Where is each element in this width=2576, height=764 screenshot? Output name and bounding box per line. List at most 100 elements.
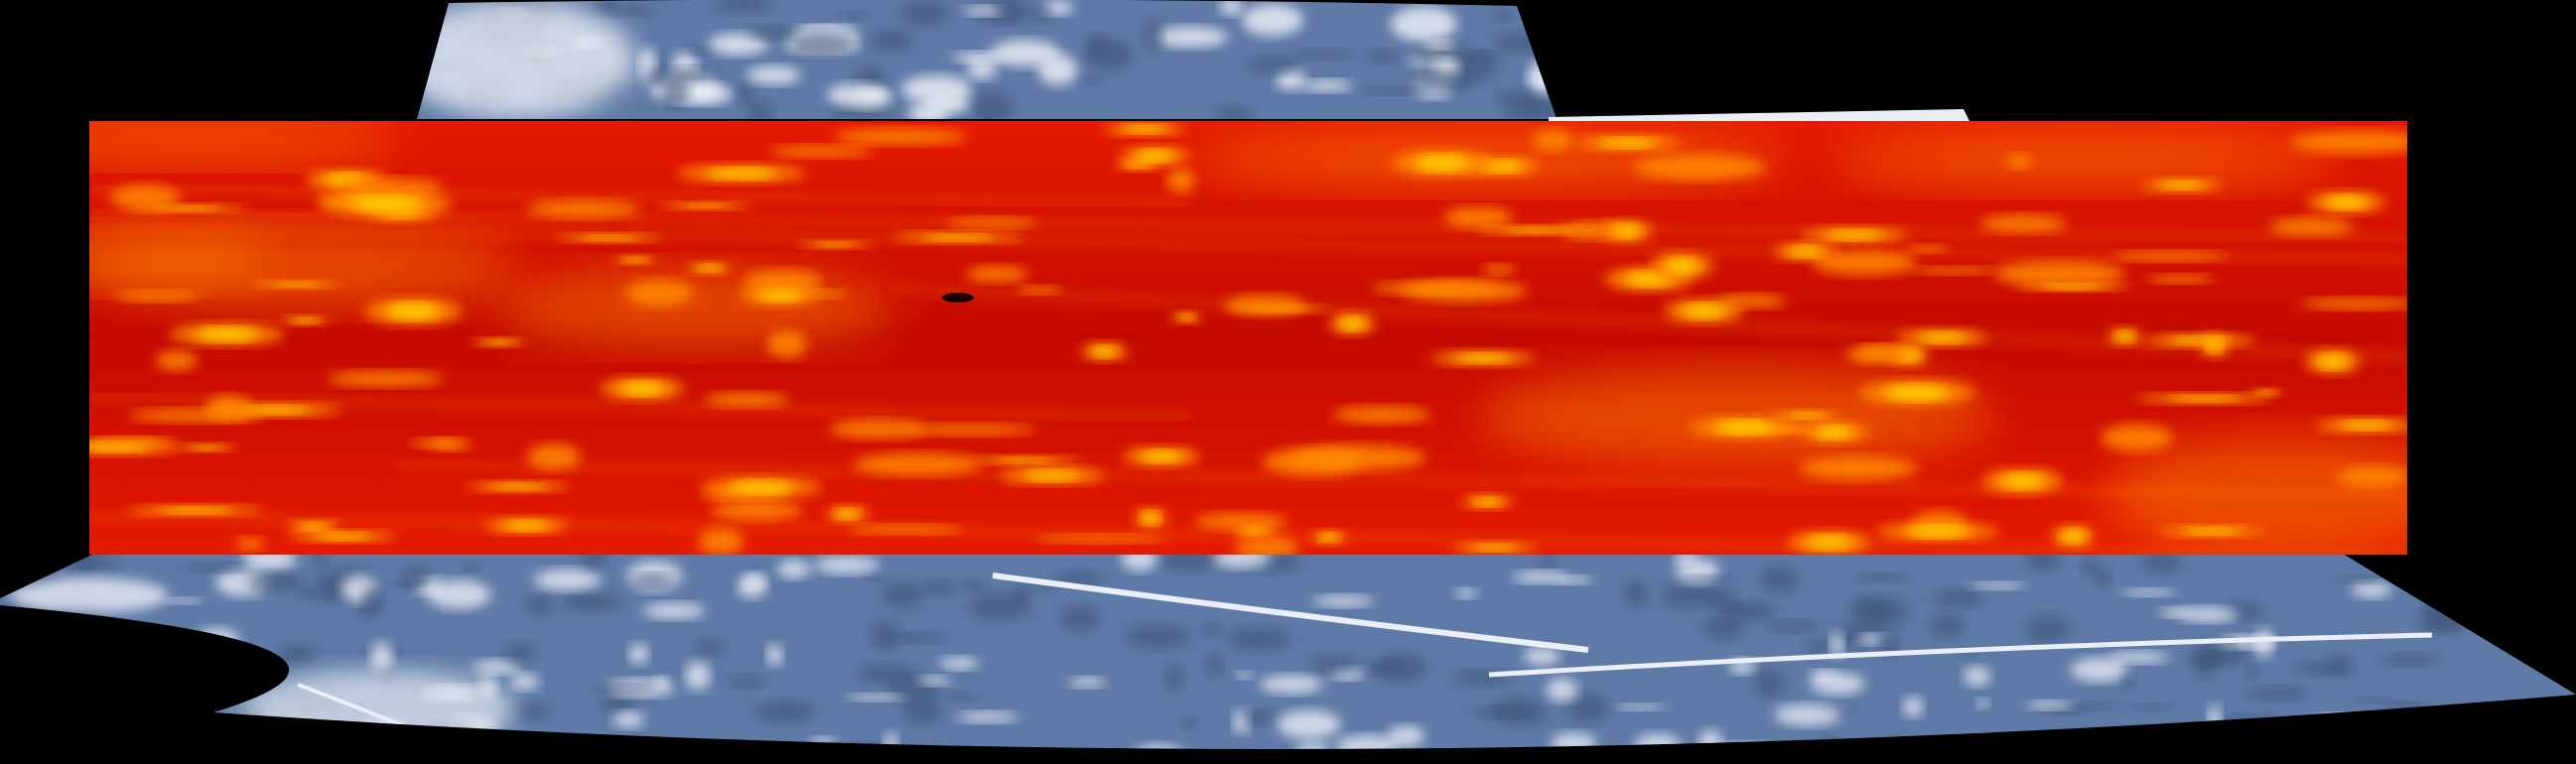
texture-patch (2405, 715, 2433, 725)
texture-patch (1495, 89, 1517, 104)
texture-patch (727, 675, 766, 689)
texture-patch (1332, 406, 1431, 424)
texture-patch (157, 507, 233, 514)
texture-patch (744, 270, 823, 292)
texture-patch (1028, 585, 1054, 593)
texture-patch (2145, 274, 2216, 284)
texture-patch (1845, 345, 1911, 364)
texture-patch (1194, 512, 1288, 531)
texture-patch (2355, 697, 2398, 703)
texture-patch (746, 65, 801, 84)
texture-patch (711, 500, 803, 521)
thermal-streak (892, 286, 2407, 359)
texture-patch (0, 604, 34, 635)
texture-patch (2269, 217, 2354, 236)
texture-patch (769, 145, 874, 158)
texture-patch (2115, 330, 2134, 342)
texture-patch (1546, 678, 1578, 701)
texture-patch (2256, 389, 2276, 395)
texture-patch (196, 628, 240, 654)
texture-patch (902, 698, 942, 725)
texture-patch (1492, 9, 1514, 22)
texture-patch (1165, 168, 1196, 193)
texture-patch (2177, 606, 2238, 622)
texture-patch (1141, 511, 1160, 525)
texture-patch (163, 597, 203, 604)
texture-patch (10, 577, 169, 613)
texture-patch (1681, 574, 1741, 581)
texture-patch (946, 693, 978, 702)
texture-patch (1401, 280, 1529, 303)
texture-patch (1514, 87, 1545, 105)
texture-patch (2182, 527, 2240, 536)
texture-patch (918, 676, 951, 686)
texture-patch (1424, 39, 1455, 50)
texture-patch (1682, 304, 1726, 318)
texture-patch (1276, 709, 1341, 739)
texture-patch (1804, 639, 1833, 654)
texture-patch (2553, 586, 2576, 614)
texture-patch (361, 587, 382, 609)
texture-patch (1976, 740, 2016, 749)
texture-patch (2336, 465, 2407, 487)
texture-patch (1335, 734, 1400, 749)
road-line (992, 573, 1589, 653)
texture-patch (1374, 653, 1427, 684)
texture-patch (2338, 421, 2395, 431)
texture-patch (870, 29, 914, 53)
texture-patch (2025, 554, 2061, 572)
texture-patch (181, 563, 248, 573)
texture-patch (993, 457, 1056, 463)
texture-patch (1182, 716, 1197, 730)
texture-patch (473, 660, 521, 675)
texture-patch (241, 554, 297, 572)
texture-patch (2096, 568, 2111, 589)
texture-patch (883, 732, 898, 749)
texture-patch (1262, 448, 1363, 476)
texture-patch (271, 282, 322, 288)
texture-patch (824, 741, 889, 748)
texture-patch (2327, 654, 2354, 676)
texture-patch (1664, 257, 1699, 274)
texture-patch (961, 579, 988, 592)
texture-patch (1219, 0, 1244, 16)
texture-patch (734, 82, 755, 105)
texture-patch (738, 576, 766, 598)
texture-patch (1979, 214, 2068, 233)
texture-patch (1241, 709, 1280, 725)
texture-patch (1414, 155, 1470, 172)
texture-patch (169, 670, 235, 687)
texture-patch (292, 318, 319, 324)
texture-patch (91, 437, 172, 447)
thermal-streak (89, 187, 1192, 205)
texture-patch (1301, 79, 1353, 92)
texture-patch (1976, 699, 1989, 709)
texture-patch (965, 265, 1028, 283)
texture-patch (766, 330, 807, 358)
texture-patch (680, 83, 733, 104)
texture-patch (1482, 264, 1516, 275)
texture-patch (509, 702, 550, 721)
texture-patch (2506, 602, 2562, 616)
texture-patch (1884, 384, 1950, 401)
texture-patch (20, 748, 78, 749)
texture-patch (195, 327, 259, 341)
texture-patch (190, 445, 223, 450)
texture-patch (1774, 703, 1841, 726)
texture-patch (744, 741, 761, 749)
texture-patch (2000, 473, 2046, 489)
texture-patch (1260, 675, 1323, 695)
texture-patch (2244, 664, 2258, 681)
texture-patch (1143, 19, 1163, 53)
texture-patch (1235, 671, 1253, 680)
texture-patch (1460, 51, 1503, 62)
texture-patch (601, 690, 635, 716)
texture-patch (1930, 613, 1965, 639)
texture-patch (1512, 571, 1570, 583)
texture-patch (777, 560, 811, 578)
texture-patch (1442, 206, 1513, 228)
texture-patch (1903, 526, 1972, 538)
texture-patch (2163, 730, 2219, 742)
